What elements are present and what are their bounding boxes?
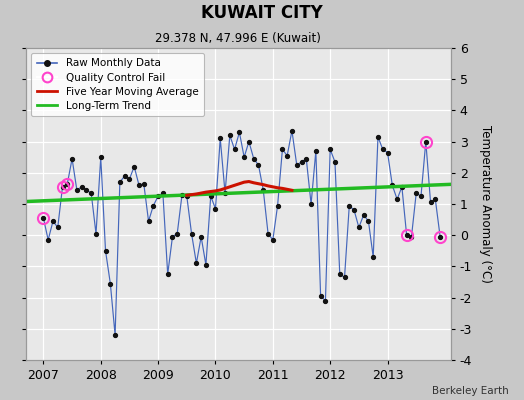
Title: 29.378 N, 47.996 E (Kuwait): 29.378 N, 47.996 E (Kuwait) <box>156 32 321 46</box>
Legend: Raw Monthly Data, Quality Control Fail, Five Year Moving Average, Long-Term Tren: Raw Monthly Data, Quality Control Fail, … <box>31 53 204 116</box>
Y-axis label: Temperature Anomaly (°C): Temperature Anomaly (°C) <box>479 125 492 283</box>
Text: KUWAIT CITY: KUWAIT CITY <box>201 4 323 22</box>
Text: Berkeley Earth: Berkeley Earth <box>432 386 508 396</box>
